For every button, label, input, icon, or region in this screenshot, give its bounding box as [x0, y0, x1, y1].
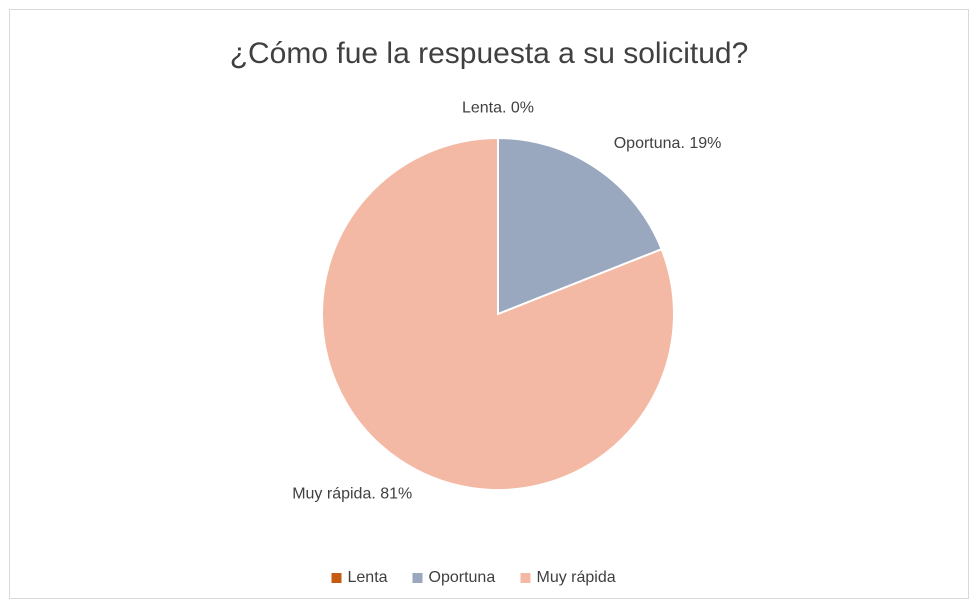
legend-label: Oportuna: [429, 569, 496, 586]
data-label: Lenta. 0%: [462, 99, 534, 116]
legend-swatch: [412, 573, 423, 583]
legend-swatch: [520, 573, 531, 583]
pie-slice: [497, 136, 663, 316]
legend-label: Muy rápida: [537, 569, 616, 586]
legend-swatch: [331, 573, 342, 583]
legend-label: Lenta: [348, 569, 388, 586]
pie-slice: [321, 136, 675, 491]
data-label: Muy rápida. 81%: [292, 486, 412, 503]
chart-title: ¿Cómo fue la respuesta a su solicitud?: [230, 37, 749, 70]
data-label: Oportuna. 19%: [614, 135, 722, 152]
